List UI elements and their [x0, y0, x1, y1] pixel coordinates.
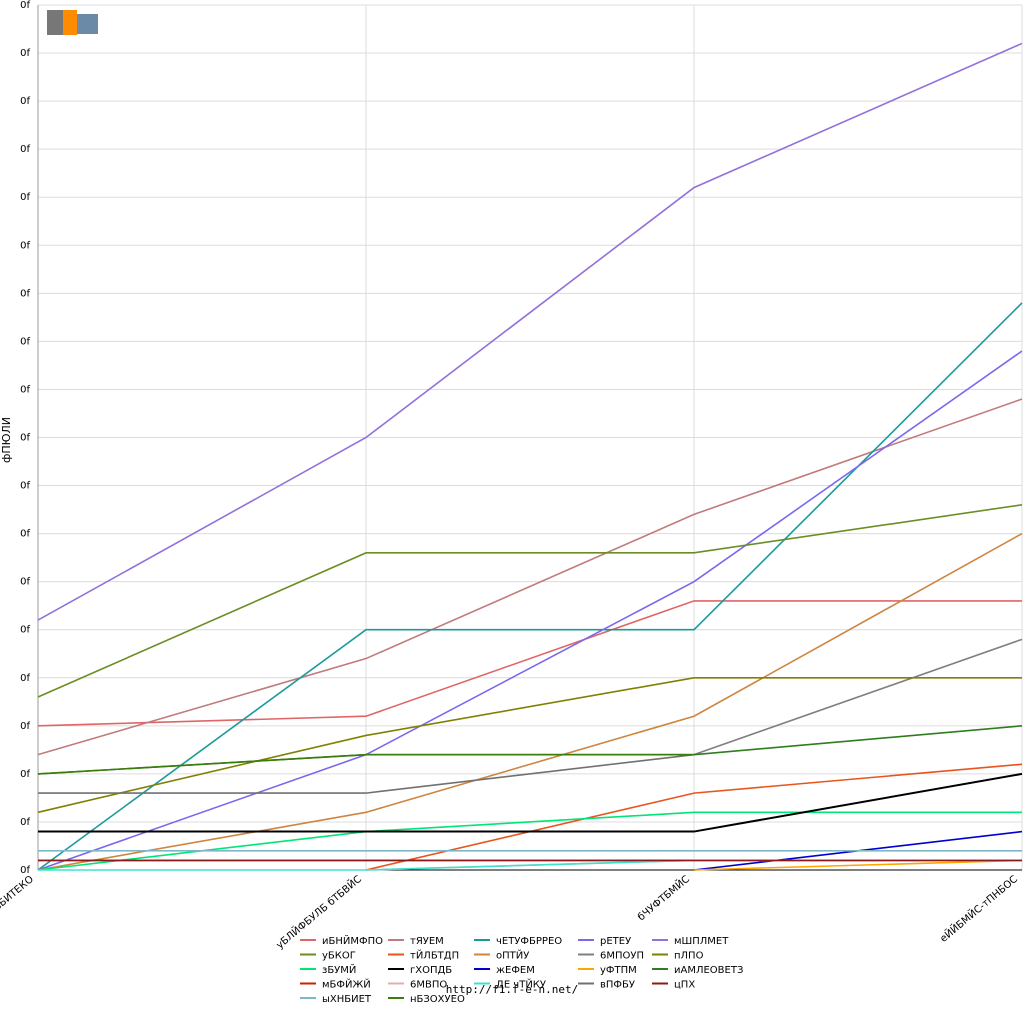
- y-tick-label: 0f: [20, 384, 30, 395]
- legend-label: ДЕ чТЙКУ: [496, 978, 546, 991]
- legend-label: пЛПО: [674, 951, 704, 962]
- y-tick-label: 0f: [20, 769, 30, 780]
- y-axis-label: фПЮЛИ: [0, 417, 13, 463]
- legend-label: зБУМЙ: [322, 963, 356, 976]
- y-tick-label: 0f: [20, 529, 30, 540]
- legend-label: 6МВПО: [410, 980, 447, 991]
- footer-url[interactable]: http://f1.f-e-n.net/: [446, 983, 578, 996]
- x-tick-label: вБИТЕКО: [0, 874, 36, 913]
- legend-label: гХОПДБ: [410, 965, 452, 976]
- y-tick-label: 0f: [20, 865, 30, 876]
- legend-label: иБНЙМФПО: [322, 934, 383, 947]
- legend-label: оПТЙУ: [496, 949, 529, 962]
- legend-label: уФТПМ: [600, 965, 637, 976]
- series-line: [37, 350, 1023, 871]
- series-line: [37, 811, 1022, 871]
- legend-label: мБФЙЖЙ: [322, 978, 371, 991]
- y-tick-label: 0f: [20, 817, 30, 828]
- series-line: [37, 753, 694, 775]
- y-tick-label: 0f: [20, 433, 30, 444]
- series-line: [37, 532, 1023, 871]
- f1en-logo: [47, 10, 98, 35]
- legend-label: рЕТЕУ: [600, 936, 631, 947]
- series-line: [693, 638, 1023, 756]
- series-line: [37, 676, 1022, 814]
- y-tick-label: 0f: [20, 240, 30, 251]
- series-line: [37, 600, 1022, 727]
- y-tick-label: 0f: [20, 625, 30, 636]
- y-tick-label: 0f: [20, 144, 30, 155]
- y-tick-label: 0f: [20, 96, 30, 107]
- series-line: [38, 772, 1023, 833]
- legend-label: 6МПОУП: [600, 951, 644, 962]
- legend-label: чЕТУФБРРЕО: [496, 936, 562, 947]
- chart-grid: [37, 4, 1023, 871]
- series-line: [37, 725, 1023, 775]
- y-axis-ticks: 0f 0f 0f 0f 0f 0f 0f 0f 0f 0f 0f 0f 0f 0f 0f 0f 0f 0f 0f: [20, 0, 30, 876]
- series-line: [365, 763, 1023, 871]
- legend-label: уБКОГ: [322, 951, 356, 962]
- y-tick-label: 0f: [20, 336, 30, 347]
- chart-series: [37, 42, 1023, 871]
- y-tick-label: 0f: [20, 288, 30, 299]
- y-tick-label: 0f: [20, 577, 30, 588]
- y-tick-label: 0f: [20, 0, 30, 11]
- series-line: [37, 503, 1023, 698]
- y-tick-label: 0f: [20, 48, 30, 59]
- x-tick-label: бЧУФТБМЙС: [635, 872, 692, 923]
- legend-label: ыХНБИЕТ: [322, 994, 372, 1005]
- legend-label: цПХ: [674, 980, 695, 991]
- legend-label: тЙЛБТДП: [410, 949, 459, 962]
- y-tick-label: 0f: [20, 721, 30, 732]
- y-tick-label: 0f: [20, 481, 30, 492]
- series-line: [38, 753, 695, 794]
- legend-label: жЕФЕМ: [496, 965, 535, 976]
- legend-label: тЯУЕМ: [410, 936, 444, 947]
- series-line: [37, 398, 1023, 756]
- series-line: [693, 859, 1023, 871]
- series-line: [37, 42, 1023, 621]
- legend-label: иАМЛЕОВЕТЗ: [674, 965, 743, 976]
- legend-label: вПФБУ: [600, 980, 635, 991]
- y-tick-label: 0f: [20, 673, 30, 684]
- x-tick-label: еЙЙБМЙС-тПНБОС: [937, 872, 1020, 944]
- y-tick-label: 0f: [20, 192, 30, 203]
- legend-label: нБЗОХУЕО: [410, 994, 465, 1005]
- legend-label: мШПЛМЕТ: [674, 936, 729, 947]
